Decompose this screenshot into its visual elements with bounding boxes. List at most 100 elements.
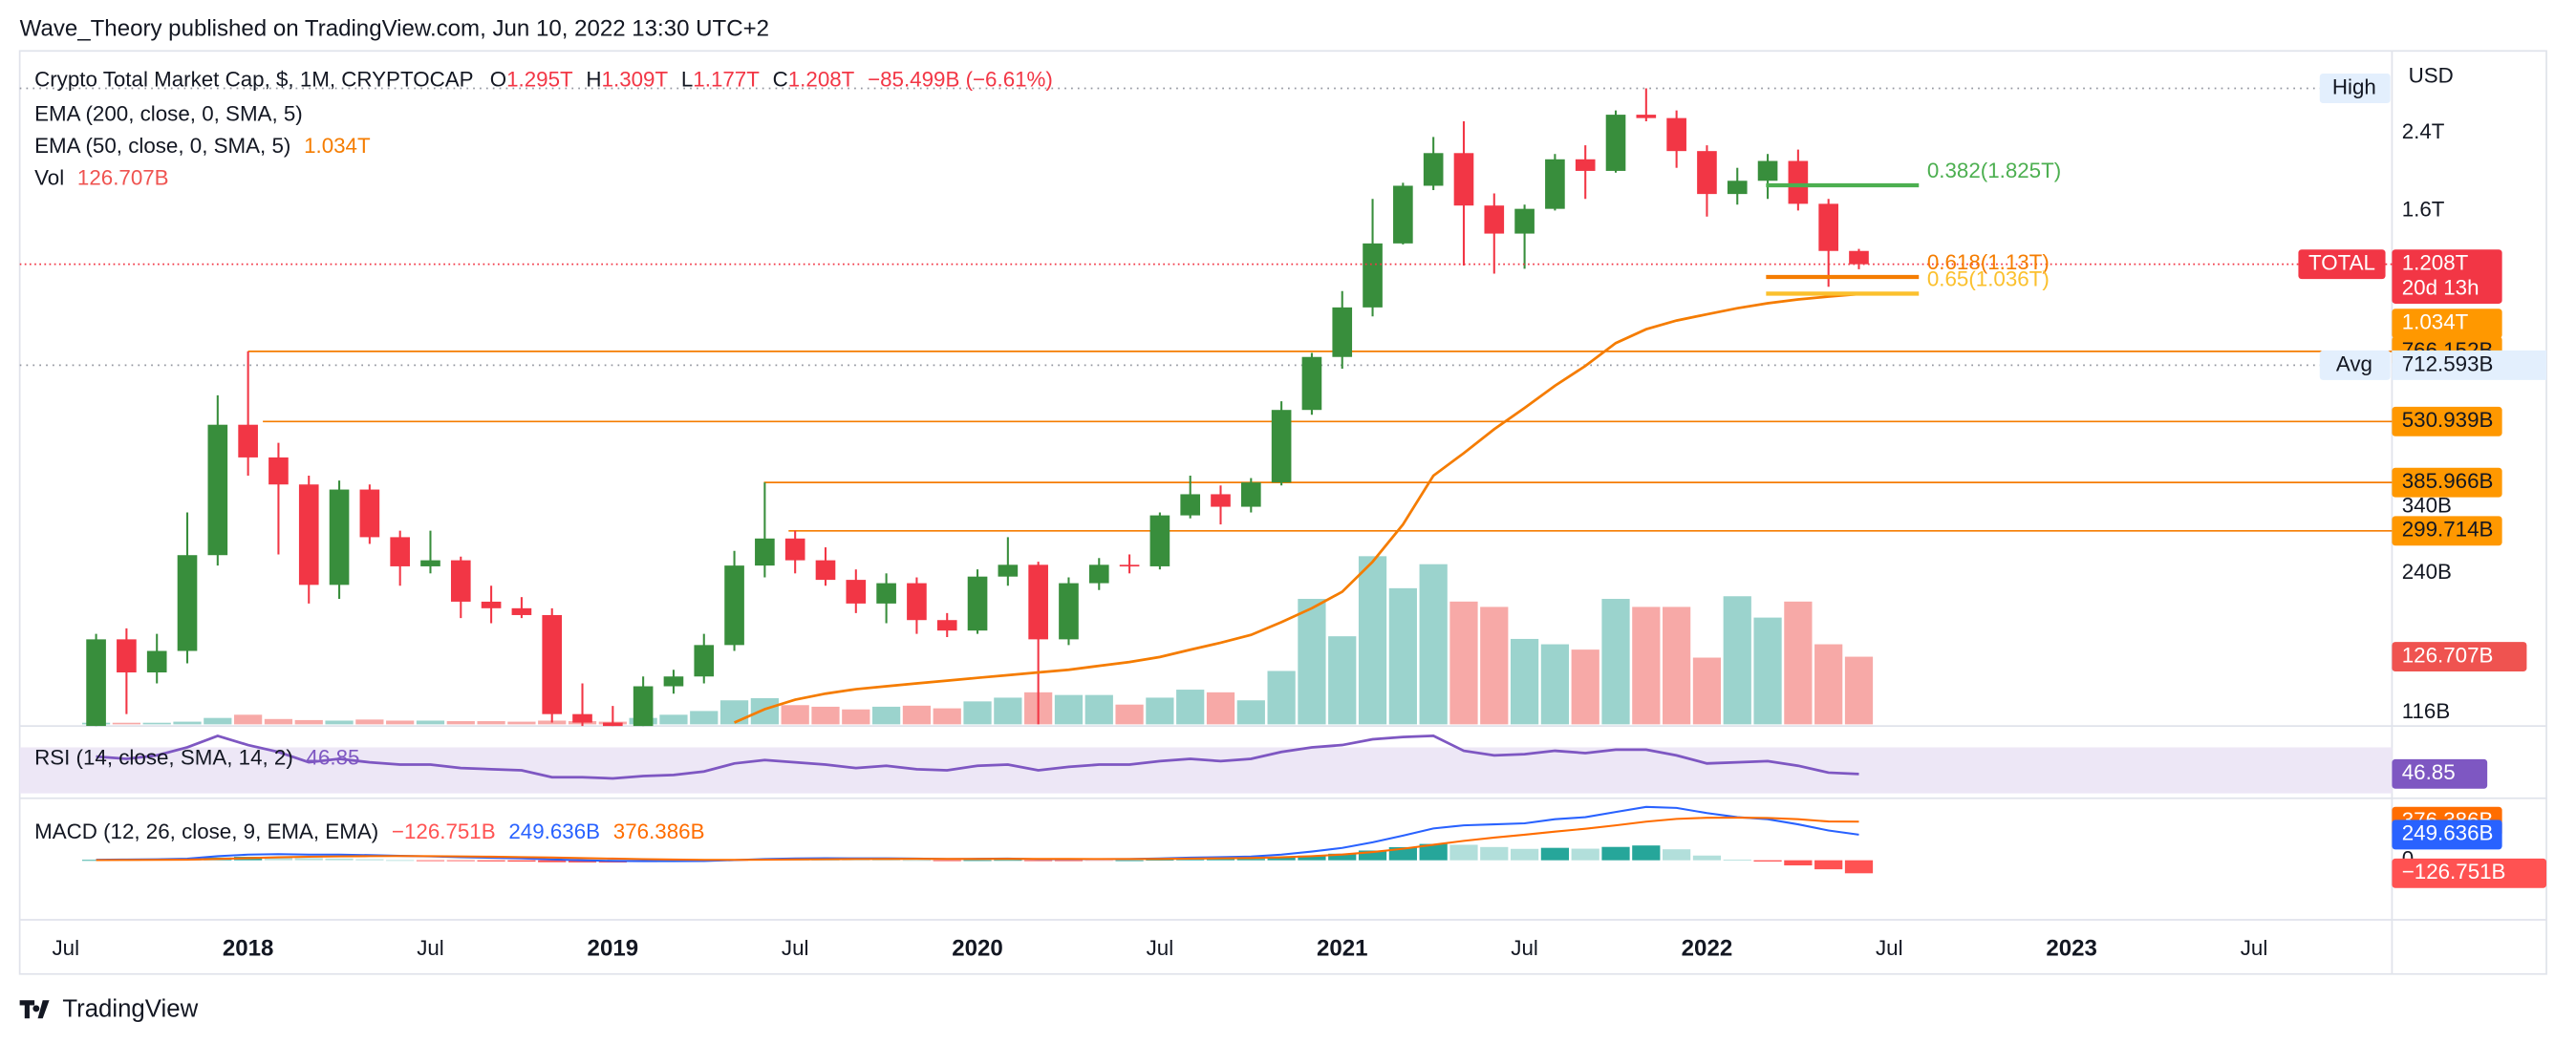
volume-bar [1267,670,1296,725]
volume-bar [1601,599,1630,725]
histogram-bar [902,860,932,862]
histogram-bar [1449,844,1478,861]
histogram-bar [1692,855,1722,861]
volume-bar [204,717,232,725]
histogram-bar [507,860,536,862]
volume-bar [173,721,202,725]
candle-body [207,424,228,556]
candle-body [238,424,258,458]
volume-bar [659,714,688,725]
indicator-legend: EMA (50, close, 0, SMA, 5) 1.034T [34,134,371,158]
candle-body [1697,151,1717,195]
histogram-bar [1723,860,1751,862]
volume-bar [1328,636,1357,725]
candle-body [177,555,198,651]
candle-body [724,565,744,646]
y-tick-label: 1.6T [2402,197,2445,221]
candle-body [390,537,410,566]
legend-value: 1.295T [506,67,573,91]
candle-body [1545,159,1565,209]
histogram-bar [1176,859,1205,861]
candle-body [815,560,836,581]
macd-legend: MACD (12, 26, close, 9, EMA, EMA) −126.75… [34,820,704,843]
candle-body [846,580,867,604]
histogram-bar [1571,848,1599,861]
volume-bar [1814,644,1843,725]
x-tick-label: Jul [417,936,444,960]
fib-label: 0.65(1.036T) [1927,267,2050,291]
candle-body [1363,243,1383,308]
histogram-bar [963,860,992,862]
macd-box [2392,858,2547,888]
histogram-bar [1844,860,1874,874]
volume-bar [1115,704,1144,725]
indicator-name: EMA (200, close, 0, SMA, 5) [34,101,303,125]
volume-bar [1692,657,1722,725]
histogram-bar [1480,846,1509,861]
volume-bar [446,721,475,725]
histogram-bar [416,860,445,862]
candle-body [1514,208,1535,234]
volume-label: 126.707B [2402,643,2494,667]
volume-bar [234,714,263,725]
marker-box [2319,74,2391,103]
volume-box [2392,642,2527,672]
candle-body [1059,583,1079,640]
rsi-band [19,747,2393,794]
volume-bar [1449,601,1478,725]
candle-body [1088,564,1109,584]
candle-body [1636,115,1657,118]
legend-key: C [773,67,788,91]
fib-label: 0.618(1.13T) [1927,250,2050,274]
volume-bar [416,720,445,725]
candle-body [298,484,319,585]
volume-bar [1146,697,1174,725]
candle-body [1453,153,1474,206]
volume-bar [1054,694,1084,725]
histogram-bar [1601,846,1630,861]
histogram-bar [264,857,293,861]
candle-body [117,639,137,673]
volume-bar [842,709,870,725]
histogram-bar [1054,860,1084,862]
histogram-bar [294,858,323,861]
ema-line [734,292,1859,724]
level-label: 530.939B [2402,408,2494,432]
histogram-bar [1784,860,1813,866]
candle-body [633,686,654,727]
legend-value: 1.309T [602,67,669,91]
macd-hist-value: −126.751B [392,820,496,843]
candle-body [1484,205,1505,234]
volume-bar [1571,649,1599,725]
x-tick-label: 2018 [223,935,274,961]
x-tick-label: Jul [782,936,809,960]
volume-bar [386,720,415,725]
histogram-bar [1540,847,1570,861]
symbol-box [2298,249,2386,280]
publisher: Wave_Theory published on TradingView.com… [20,15,769,41]
macd-label: −126.751B [2402,860,2506,883]
x-tick-label: 2020 [952,935,1003,961]
volume-bar [477,721,505,725]
currency: USD [2409,64,2454,88]
level-label: 299.714B [2402,518,2494,542]
x-tick-label: Jul [2241,936,2268,960]
indicator-legend: EMA (200, close, 0, SMA, 5) [34,101,303,125]
candle-body [1180,494,1201,516]
candle-body [329,489,350,585]
histogram-bar [386,860,415,862]
brand-name: TradingView [62,995,198,1022]
candle-body [784,538,805,561]
volume-bar [507,721,536,725]
candle-body [542,614,563,714]
volume-bar [933,708,961,725]
x-tick-label: Jul [1876,936,1903,960]
legend-title: Crypto Total Market Cap, $, 1M, CRYPTOCA… [34,67,473,91]
rsi-pane [96,734,1859,780]
candle-body [876,583,896,604]
price-box [2392,249,2502,304]
candle-body [1423,153,1444,186]
x-tick-label: 2019 [588,935,639,961]
volume-bar [1844,656,1874,725]
